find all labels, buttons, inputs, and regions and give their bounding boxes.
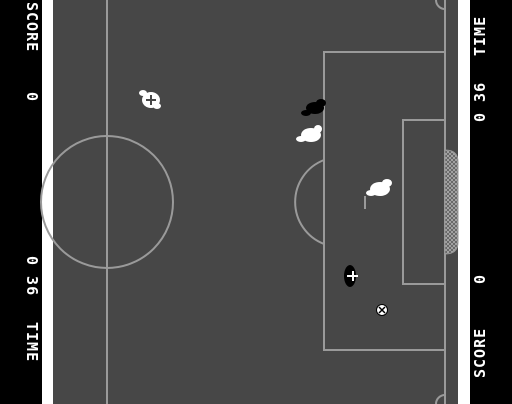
center-circle	[40, 135, 174, 269]
player-white-2	[296, 125, 322, 142]
goal-net-icon	[444, 149, 459, 255]
left-border	[42, 0, 53, 404]
corner-arc-bottom	[435, 394, 446, 404]
pitch	[53, 0, 458, 404]
right-border	[458, 0, 470, 404]
player-white-3	[364, 179, 392, 209]
soccer-ball-icon	[376, 304, 388, 316]
player-dark-1	[301, 99, 326, 116]
penalty-arc	[294, 159, 325, 245]
player-white-1	[139, 90, 161, 109]
goalkeeper-dark	[344, 265, 358, 287]
corner-arc-top	[435, 0, 446, 10]
